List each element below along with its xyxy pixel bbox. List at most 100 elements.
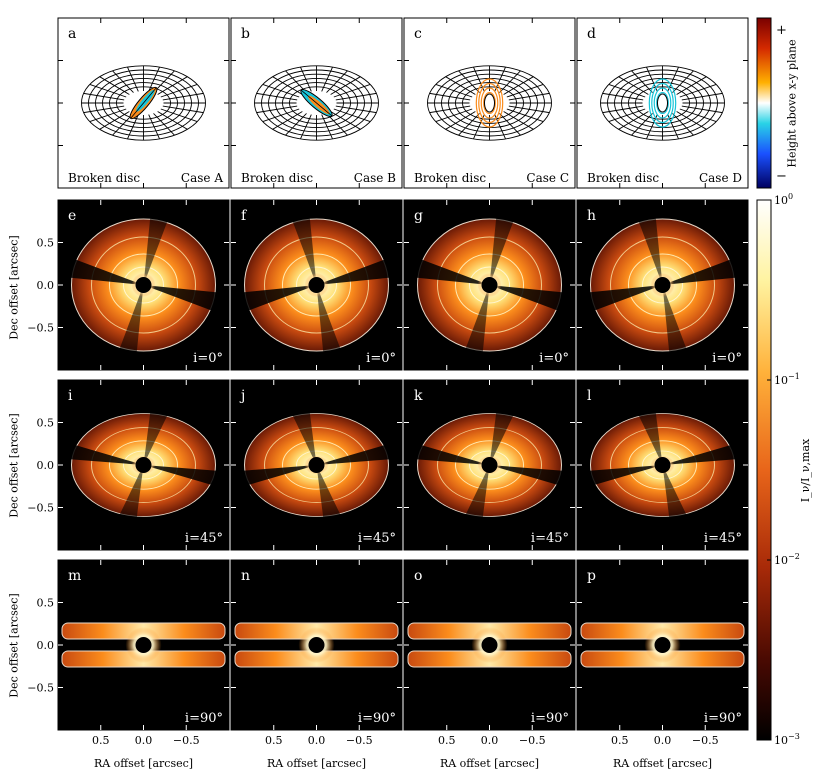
grid-spoke — [127, 114, 139, 140]
xtick-label: 0.0 — [308, 734, 326, 747]
inclination-label: i=45° — [531, 531, 569, 546]
polar-grid — [254, 65, 379, 141]
edge-on-disc — [61, 622, 226, 668]
contour — [455, 440, 524, 490]
scattered-light-image — [407, 622, 572, 668]
star-mask — [654, 637, 671, 653]
xtick-label: −0.5 — [173, 734, 200, 747]
inner-warped-disc — [648, 78, 677, 128]
panel-a: a Broken disc Case A — [57, 17, 230, 189]
grid-spoke — [321, 114, 333, 140]
grid-spoke — [157, 111, 188, 130]
grid-spoke — [272, 76, 303, 95]
xtick-label: 0.5 — [265, 734, 283, 747]
panel-g: g i=0° — [403, 199, 576, 371]
grid-spoke — [602, 105, 644, 114]
shadow-lane — [113, 285, 144, 365]
inner-disc-edge — [300, 89, 333, 117]
xlabel-col-3: RA offset [arcsec] — [439, 757, 540, 770]
colorbar-top-sign: + — [776, 23, 787, 38]
contour — [282, 440, 351, 490]
grid-spoke — [326, 113, 348, 136]
panel-n: n i=90° 0.5 0.0 −0.5 — [230, 559, 403, 747]
inner-ring — [651, 82, 674, 124]
grid-spoke — [503, 76, 534, 95]
panel-letter: n — [241, 568, 250, 584]
colorbar-tick-label: 10−2 — [774, 552, 800, 567]
xlabel-col-2: RA offset [arcsec] — [266, 757, 367, 770]
panel-letter: l — [587, 388, 592, 404]
panel-grid: a Broken disc Case A b Broken disc Case B c Bro… — [27, 17, 749, 747]
grid-spoke — [335, 105, 377, 114]
grid-spoke — [157, 76, 188, 95]
ytick-label: −0.5 — [27, 682, 54, 695]
shadow-lane — [459, 285, 490, 365]
inner-ring — [483, 91, 496, 115]
inclination-label: i=45° — [358, 531, 396, 546]
grid-spoke — [435, 83, 473, 98]
grid-spoke — [330, 111, 361, 130]
grid-spoke — [429, 92, 471, 101]
grid-spoke — [435, 108, 473, 123]
grid-spoke — [262, 108, 300, 123]
grid-spoke — [330, 76, 361, 95]
scattered-light-image — [63, 402, 224, 528]
inner-disc-edge — [130, 87, 157, 119]
panel-o: o i=90° 0.5 0.0 −0.5 — [403, 559, 576, 747]
grid-spoke — [672, 113, 694, 136]
grid-spoke — [89, 108, 127, 123]
inner-ring — [478, 82, 501, 124]
grid-spoke — [506, 108, 544, 123]
star-mask — [308, 457, 325, 473]
grid-spoke — [681, 105, 723, 114]
contour — [437, 427, 542, 503]
panel-h: h i=0° — [576, 199, 749, 371]
shadow-lane — [459, 465, 490, 528]
scattered-light-image — [580, 622, 745, 668]
contour — [469, 266, 510, 304]
scattered-light-image — [409, 205, 570, 365]
contour — [296, 266, 337, 304]
panel-caption-right: Case A — [181, 171, 223, 185]
grid-spoke — [112, 70, 134, 93]
grid-spoke — [458, 113, 480, 136]
panel-c: c Broken disc Case C — [403, 17, 576, 189]
inner-ring — [480, 87, 499, 119]
panel-k: k i=45° — [403, 379, 576, 551]
inclination-label: i=0° — [539, 351, 569, 366]
colorbar-intensity-bar — [756, 199, 772, 741]
shadow-lane — [409, 255, 490, 285]
panel-b: b Broken disc Case B — [230, 17, 403, 189]
panel-letter: g — [414, 208, 423, 224]
inner-warped-disc — [129, 86, 158, 120]
contour — [642, 450, 683, 480]
inner-warped-disc — [300, 89, 333, 117]
ytick-label: 0.5 — [37, 417, 55, 430]
grid-spoke — [321, 66, 333, 92]
grid-spoke — [618, 76, 649, 95]
grid-spoke — [285, 113, 307, 136]
grid-spoke — [285, 70, 307, 93]
scattered-light-image — [409, 402, 570, 528]
shadow-lane — [143, 402, 174, 465]
panel-e: e i=0° 0.5 0.0 −0.5 — [27, 199, 230, 371]
contour — [123, 266, 164, 304]
shadow-lane — [632, 205, 663, 285]
grid-spoke — [148, 114, 160, 140]
star-mask — [654, 457, 671, 473]
panel-i: i i=45° 0.5 0.0 −0.5 — [27, 379, 230, 551]
grid-spoke — [618, 111, 649, 130]
grid-spoke — [602, 92, 644, 101]
star-mask — [481, 457, 498, 473]
grid-spoke — [506, 83, 544, 98]
star-mask — [135, 457, 152, 473]
contour — [296, 450, 337, 480]
inner-ring — [656, 91, 669, 115]
grid-spoke — [262, 83, 300, 98]
contour — [109, 440, 178, 490]
shadow-lane — [143, 205, 174, 285]
grid-spoke — [679, 108, 717, 123]
panel-letter: c — [414, 26, 422, 42]
ytick-label: 0.0 — [37, 279, 55, 292]
